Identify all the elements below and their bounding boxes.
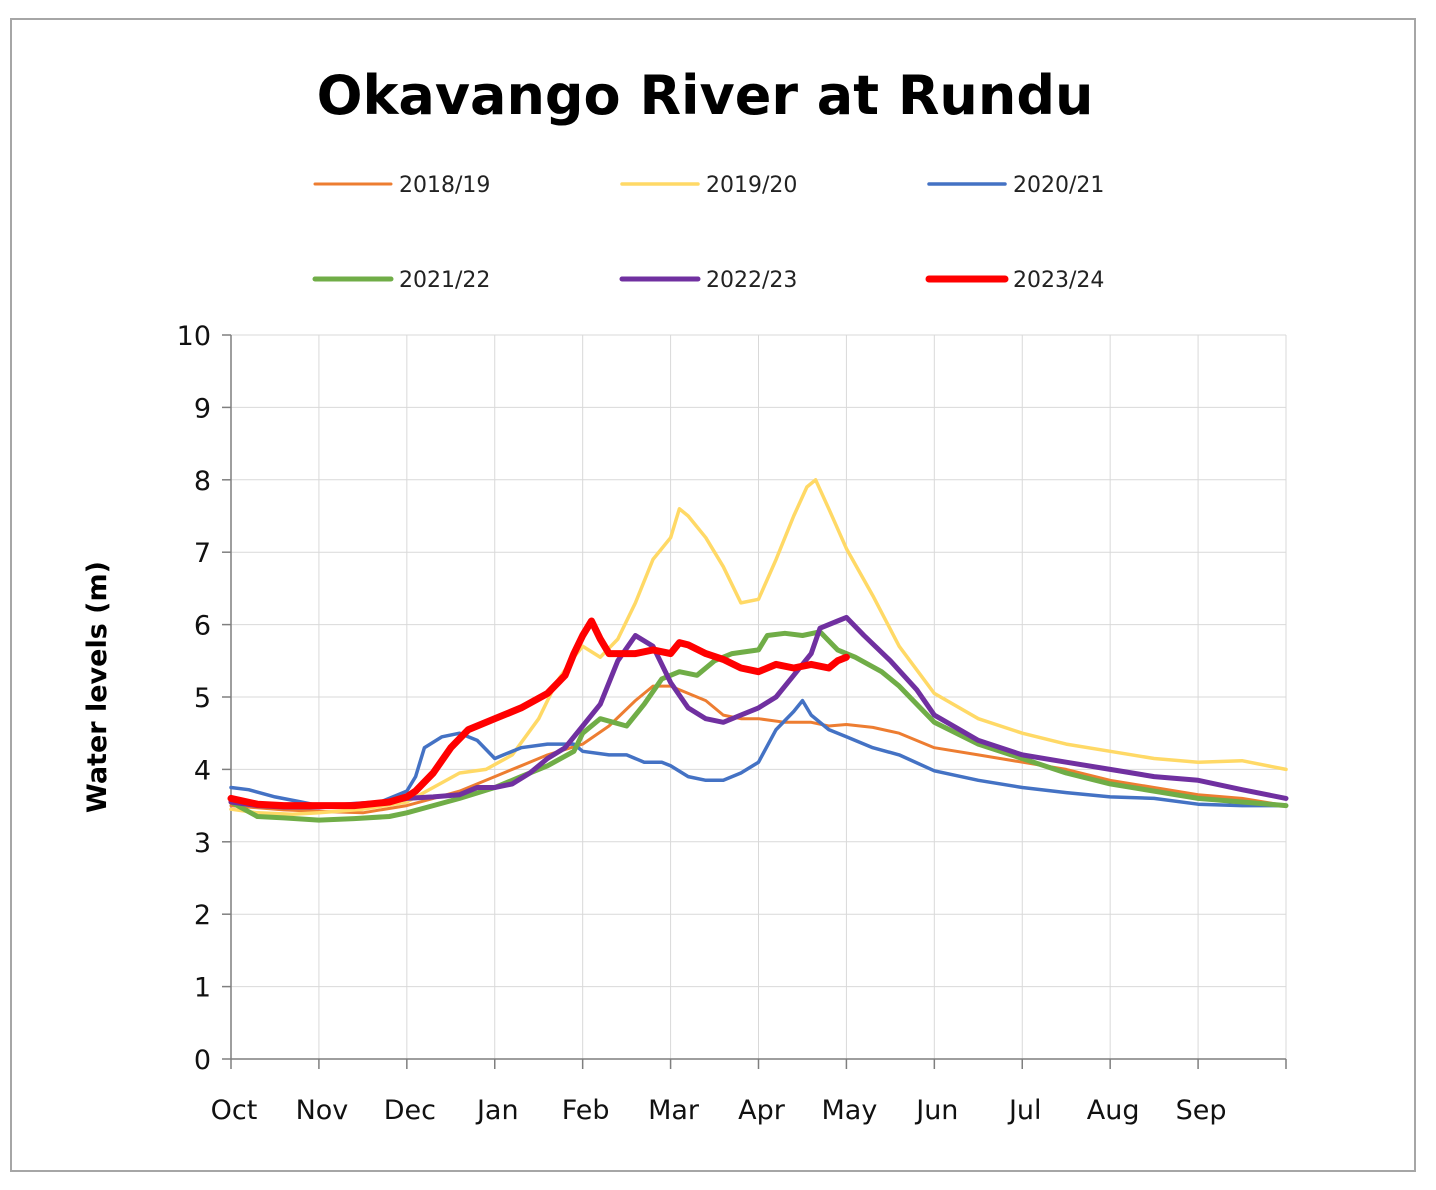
x-tick-label: Sep [1176, 1095, 1227, 1126]
series-line-2020-21 [229, 698, 1288, 809]
axes [222, 334, 1287, 1069]
legend-label: 2018/19 [399, 173, 490, 198]
gridlines [231, 334, 1287, 1059]
y-tick-label: 0 [194, 1045, 211, 1076]
x-tick-label: Mar [648, 1095, 700, 1126]
legend-label: 2023/24 [1013, 268, 1104, 293]
chart-frame [10, 18, 1416, 1172]
legend-item-2020-21: 2020/21 [927, 173, 1104, 198]
y-tick-label: 8 [194, 466, 211, 497]
legend-label: 2019/20 [706, 173, 797, 198]
series-layer [227, 478, 1289, 823]
y-tick-label: 1 [194, 973, 211, 1004]
y-tick-label: 7 [194, 538, 211, 569]
x-tick-label: Dec [384, 1095, 436, 1126]
legend-item-2023-24: 2023/24 [925, 268, 1104, 293]
y-axis-title: Water levels (m) [82, 561, 113, 813]
x-tick-label: Aug [1087, 1095, 1140, 1126]
y-tick-label: 9 [194, 393, 211, 424]
series-line-2022-23 [228, 614, 1289, 810]
tick-labels: 0 1 2 3 4 5 6 7 8 9 10 Oct Nov Dec Jan Feb Mar Apr May Jun J… [177, 321, 1227, 1126]
y-tick-label: 2 [194, 900, 211, 931]
x-tick-label: May [822, 1095, 878, 1126]
legend-label: 2022/23 [706, 268, 797, 293]
x-tick-label: Jan [475, 1095, 519, 1126]
y-tick-label: 10 [177, 321, 211, 352]
y-tick-label: 6 [194, 611, 211, 642]
y-tick-label: 5 [194, 683, 211, 714]
legend-item-2019-20: 2019/20 [620, 173, 797, 198]
series-line-2019-20 [229, 478, 1288, 817]
legend-label: 2020/21 [1013, 173, 1104, 198]
legend-item-2018-19: 2018/19 [313, 173, 490, 198]
legend-label: 2021/22 [399, 268, 490, 293]
x-tick-label: Jul [1007, 1095, 1042, 1126]
x-tick-label: Feb [562, 1095, 610, 1126]
chart-title: Okavango River at Rundu [317, 64, 1094, 127]
series-line-2021-22 [228, 629, 1289, 823]
x-tick-label: Apr [738, 1095, 786, 1126]
x-tick-label: Oct [211, 1095, 258, 1126]
x-tick-label: Nov [296, 1095, 349, 1126]
legend-item-2021-22: 2021/22 [312, 268, 490, 293]
y-tick-label: 3 [194, 828, 211, 859]
x-tick-label: Jun [914, 1095, 958, 1126]
series-line-2023-24 [227, 617, 850, 810]
legend: 2018/19 2019/20 2020/21 2021/22 2022/23 2023/… [312, 173, 1104, 293]
legend-item-2022-23: 2022/23 [619, 268, 797, 293]
y-tick-label: 4 [194, 755, 211, 786]
